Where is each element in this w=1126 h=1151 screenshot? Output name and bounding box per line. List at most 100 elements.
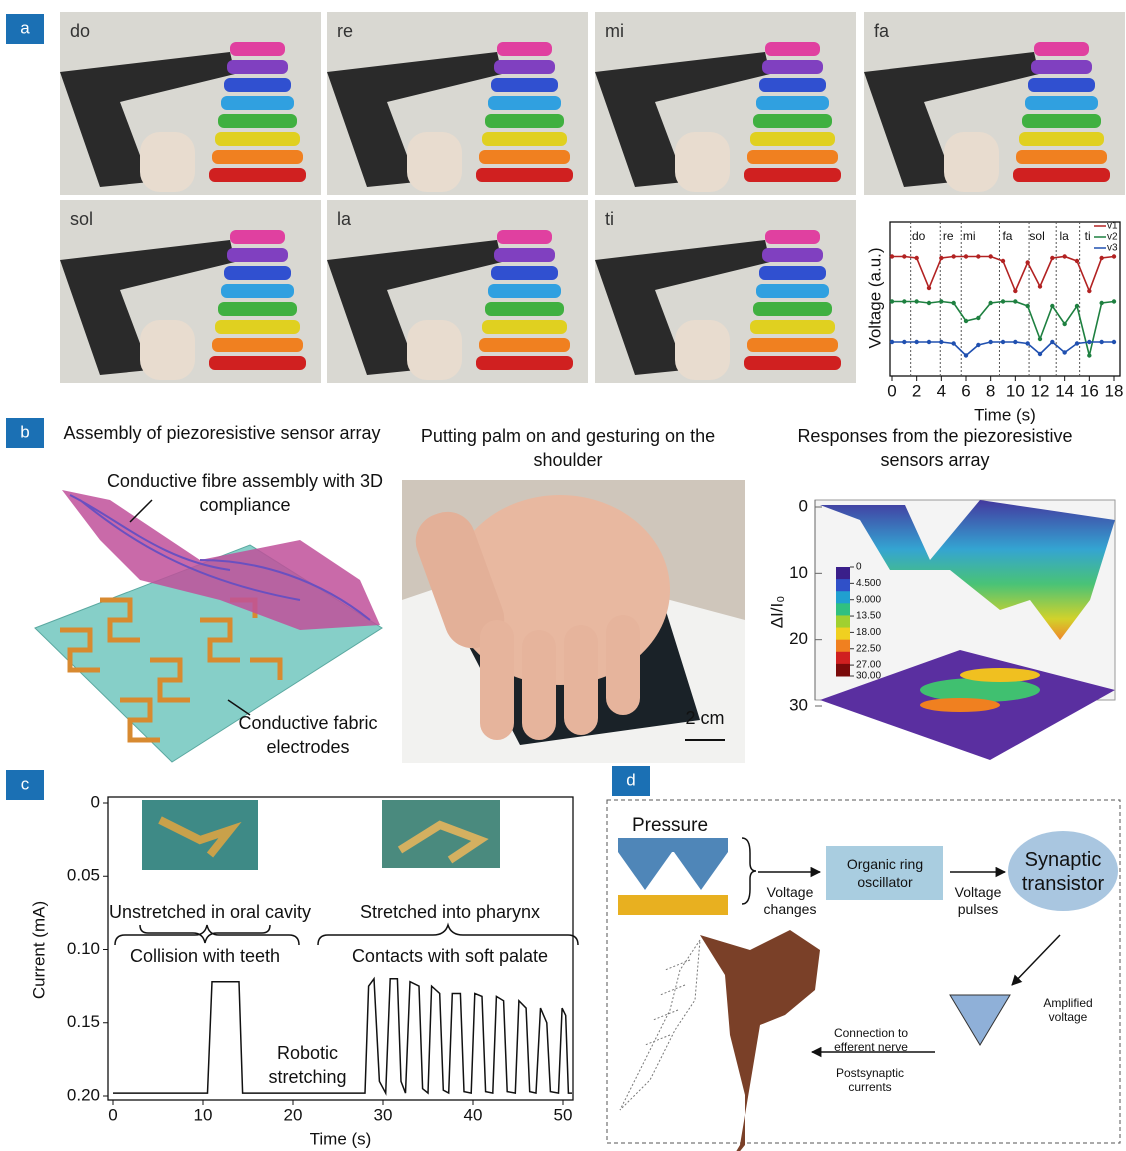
xylophone-bar	[497, 230, 552, 244]
data-point	[890, 340, 894, 344]
data-point	[1025, 260, 1029, 264]
note-label: la	[1060, 229, 1070, 243]
data-point	[988, 340, 992, 344]
z-axis-label: ΔI/I₀	[767, 596, 786, 629]
colorbar-segment	[836, 579, 850, 592]
data-point	[1025, 304, 1029, 308]
hand	[140, 132, 195, 192]
data-point	[1099, 256, 1103, 260]
data-point	[1013, 340, 1017, 344]
data-point	[890, 254, 894, 258]
data-point	[890, 299, 894, 303]
legend-label: v3	[1107, 243, 1118, 254]
data-point	[902, 340, 906, 344]
xylophone-bar	[494, 248, 555, 262]
xylophone-bar	[212, 338, 303, 352]
x-tick-label: 30	[374, 1105, 393, 1124]
xylophone-bar	[750, 320, 835, 334]
data-point	[1025, 341, 1029, 345]
data-point	[1087, 353, 1091, 357]
y-tick-label: 0	[91, 792, 100, 811]
diagram-label: Postsynaptic currents	[822, 1066, 918, 1094]
x-axis-label: Time (s)	[974, 405, 1036, 424]
data-point	[951, 341, 955, 345]
xylophone-photo: la	[327, 200, 588, 383]
xylophone-photo: mi	[595, 12, 856, 195]
y-tick-label: 0.15	[67, 1012, 100, 1031]
y-tick-label: 0.10	[67, 939, 100, 958]
data-point	[1062, 254, 1066, 258]
data-point	[1038, 284, 1042, 288]
legend-label: v1	[1107, 221, 1118, 232]
data-point	[964, 319, 968, 323]
x-tick-label: 6	[961, 381, 970, 400]
data-point	[902, 299, 906, 303]
data-point	[1112, 340, 1116, 344]
xylophone-bar	[488, 96, 561, 110]
data-point	[1013, 299, 1017, 303]
diagram-label: Voltage changes	[752, 884, 828, 918]
xylophone-bar	[1025, 96, 1098, 110]
x-tick-label: 4	[937, 381, 946, 400]
xylophone-bar	[479, 150, 570, 164]
diagram-label: Organic ring oscillator	[830, 855, 940, 891]
data-point	[1112, 299, 1116, 303]
colorbar-label: 13.50	[856, 611, 881, 622]
xylophone-photo: do	[60, 12, 321, 195]
colorbar-segment	[836, 615, 850, 628]
xylophone-bar	[482, 320, 567, 334]
xylophone-photo: ti	[595, 200, 856, 383]
data-point	[951, 254, 955, 258]
colorbar-segment	[836, 664, 850, 677]
data-point	[1050, 304, 1054, 308]
diagram-label: Connection to efferent nerve	[815, 1026, 927, 1054]
data-point	[1099, 301, 1103, 305]
x-tick-label: 14	[1055, 381, 1074, 400]
photo-label: ti	[605, 209, 614, 229]
colorbar-label: 4.500	[856, 578, 881, 589]
xylophone-bar	[747, 338, 838, 352]
photo-label: do	[70, 21, 90, 41]
x-tick-label: 8	[986, 381, 995, 400]
data-point	[964, 353, 968, 357]
data-point	[1087, 340, 1091, 344]
figure: abcddoremifasollati024681012141618Time (…	[0, 0, 1126, 1151]
xylophone-bar	[227, 248, 288, 262]
xylophone-bar	[747, 150, 838, 164]
xylophone-bar	[485, 302, 564, 316]
xylophone-bar	[491, 78, 558, 92]
xylophone-bar	[494, 60, 555, 74]
z-tick-label: 0	[799, 496, 808, 515]
data-point	[927, 286, 931, 290]
xylophone-bar	[479, 338, 570, 352]
data-point	[939, 340, 943, 344]
data-point	[1001, 299, 1005, 303]
data-point	[1038, 337, 1042, 341]
hand	[944, 132, 999, 192]
xylophone-bar	[221, 284, 294, 298]
data-point	[976, 343, 980, 347]
xylophone-bar	[488, 284, 561, 298]
xylophone-bar	[221, 96, 294, 110]
xylophone-bar	[1031, 60, 1092, 74]
xylophone-bar	[759, 266, 826, 280]
data-point	[1075, 304, 1079, 308]
data-point	[1075, 259, 1079, 263]
xylophone-bar	[1034, 42, 1089, 56]
data-point	[1038, 352, 1042, 356]
data-point	[1099, 340, 1103, 344]
data-point	[951, 301, 955, 305]
xylophone-bar	[744, 168, 841, 182]
x-tick-label: 50	[554, 1105, 573, 1124]
colorbar-label: 18.00	[856, 627, 881, 638]
xylophone-bar	[218, 302, 297, 316]
x-tick-label: 10	[194, 1105, 213, 1124]
diagram-label: Amplified voltage	[1030, 996, 1106, 1024]
series-line	[892, 302, 1114, 356]
annotation: Contacts with soft palate	[320, 944, 580, 968]
xylophone-bar	[215, 320, 300, 334]
data-point	[914, 256, 918, 260]
xylophone-bar	[482, 132, 567, 146]
xylophone-bar	[744, 356, 841, 370]
colorbar-label: 27.00	[856, 660, 881, 671]
